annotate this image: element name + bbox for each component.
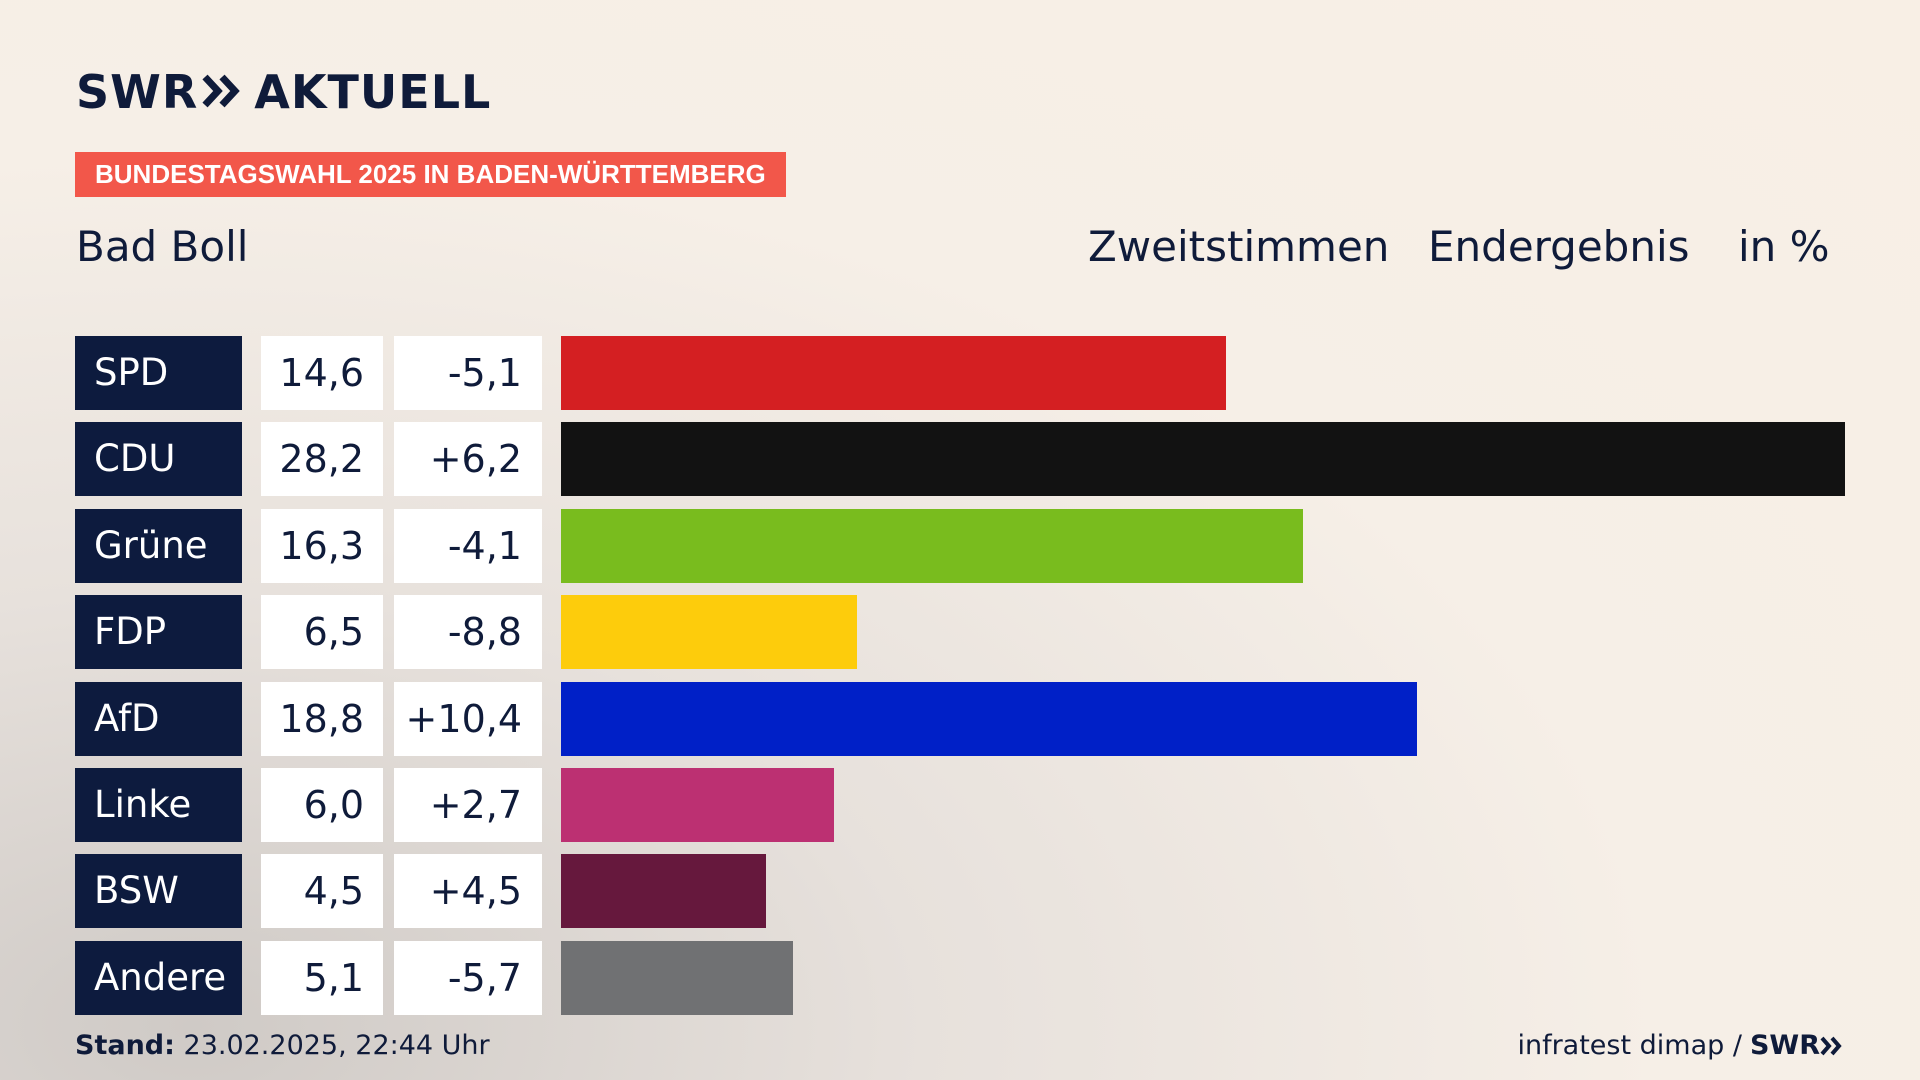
source-text: infratest dimap / xyxy=(1517,1030,1742,1061)
party-label: AfD xyxy=(75,681,242,756)
vote-share-label: 28,2 xyxy=(261,422,383,497)
vote-share-label: 5,1 xyxy=(261,940,383,1015)
swr-small-logo: SWR xyxy=(1750,1028,1844,1064)
result-bar xyxy=(561,681,1417,756)
footer-timestamp: Stand: 23.02.2025, 22:44 Uhr xyxy=(75,1028,490,1064)
result-bar xyxy=(561,854,766,929)
vote-share-label: 6,0 xyxy=(261,768,383,842)
logo-aktuell-text: AKTUELL xyxy=(254,65,492,119)
result-bar xyxy=(561,422,1845,497)
header-zweitstimmen: Zweitstimmen xyxy=(1088,222,1390,271)
result-row: Grüne 16,3 -4,1 xyxy=(0,508,1920,583)
party-label: SPD xyxy=(75,336,242,410)
change-label: +10,4 xyxy=(394,681,542,756)
change-label: +6,2 xyxy=(394,422,542,497)
header-endergebnis: Endergebnis xyxy=(1428,222,1690,271)
result-row: BSW 4,5 +4,5 xyxy=(0,854,1920,929)
result-row: FDP 6,5 -8,8 xyxy=(0,595,1920,670)
footer-source: infratest dimap / SWR xyxy=(1517,1028,1844,1064)
result-row: SPD 14,6 -5,1 xyxy=(0,336,1920,410)
change-label: +2,7 xyxy=(394,768,542,842)
result-row: CDU 28,2 +6,2 xyxy=(0,422,1920,497)
swr-small-text: SWR xyxy=(1749,1030,1820,1061)
result-bar xyxy=(561,768,835,842)
result-bar xyxy=(561,508,1304,583)
party-label: Andere xyxy=(75,940,242,1015)
vote-share-label: 6,5 xyxy=(261,595,383,670)
result-bar xyxy=(561,940,794,1015)
change-label: -5,1 xyxy=(394,336,542,410)
stand-value: 23.02.2025, 22:44 Uhr xyxy=(183,1030,490,1061)
logo-swr-text: SWR xyxy=(76,65,199,119)
result-row: Andere 5,1 -5,7 xyxy=(0,940,1920,1015)
change-label: -5,7 xyxy=(394,940,542,1015)
result-row: AfD 18,8 +10,4 xyxy=(0,681,1920,756)
header-unit: in % xyxy=(1738,222,1830,271)
party-label: FDP xyxy=(75,595,242,670)
result-bar xyxy=(561,336,1226,410)
swr-aktuell-logo: SWR AKTUELL xyxy=(76,66,491,118)
party-label: Grüne xyxy=(75,508,242,583)
stand-label: Stand: xyxy=(75,1030,175,1061)
change-label: -4,1 xyxy=(394,508,542,583)
vote-share-label: 16,3 xyxy=(261,508,383,583)
result-bar xyxy=(561,595,857,670)
result-row: Linke 6,0 +2,7 xyxy=(0,768,1920,842)
change-label: +4,5 xyxy=(394,854,542,929)
vote-share-label: 14,6 xyxy=(261,336,383,410)
change-label: -8,8 xyxy=(394,595,542,670)
election-banner: BUNDESTAGSWAHL 2025 IN BADEN-WÜRTTEMBERG xyxy=(75,152,786,197)
vote-share-label: 4,5 xyxy=(261,854,383,929)
double-chevron-icon xyxy=(202,66,242,118)
vote-share-label: 18,8 xyxy=(261,681,383,756)
small-chevron-icon xyxy=(1820,1036,1842,1056)
party-label: Linke xyxy=(75,768,242,842)
party-label: CDU xyxy=(75,422,242,497)
place-name: Bad Boll xyxy=(76,222,249,271)
party-label: BSW xyxy=(75,854,242,929)
